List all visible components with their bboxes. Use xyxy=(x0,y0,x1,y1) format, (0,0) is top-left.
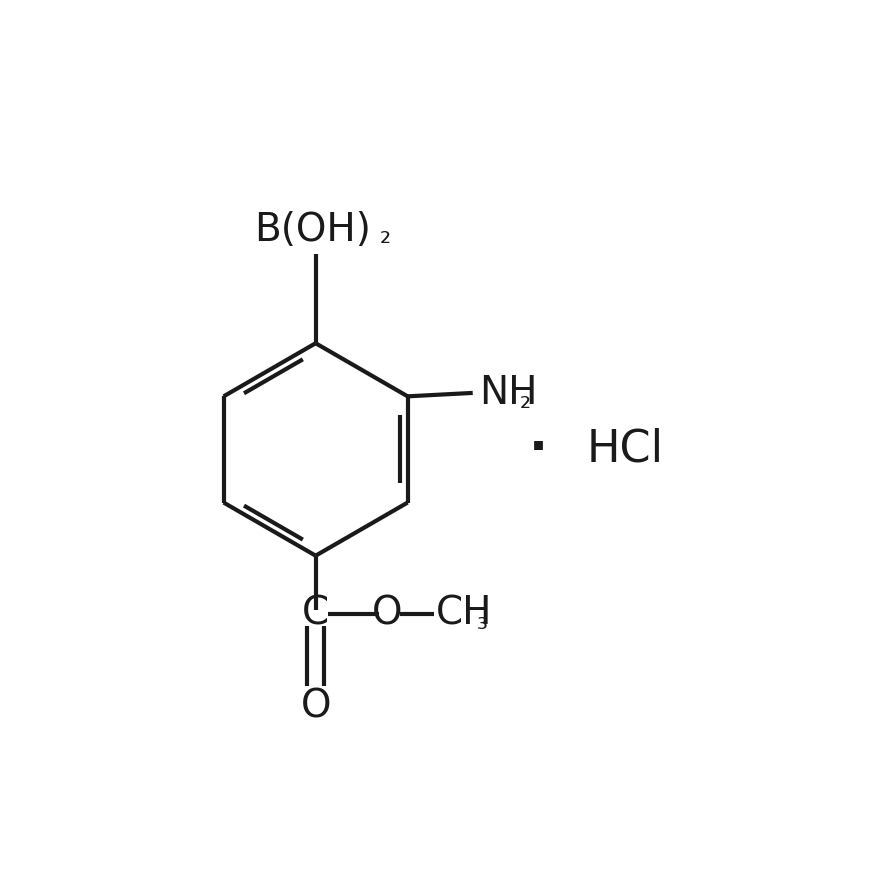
Text: ·: · xyxy=(529,425,548,473)
Text: O: O xyxy=(372,595,403,633)
Text: HCl: HCl xyxy=(587,428,663,471)
Text: CH: CH xyxy=(435,595,492,633)
Text: ₂: ₂ xyxy=(379,221,391,248)
Text: ₂: ₂ xyxy=(520,385,530,414)
Text: C: C xyxy=(302,595,329,633)
Text: B(OH): B(OH) xyxy=(254,211,370,248)
Text: O: O xyxy=(301,687,331,725)
Text: NH: NH xyxy=(480,374,538,412)
Text: ₃: ₃ xyxy=(477,607,488,635)
